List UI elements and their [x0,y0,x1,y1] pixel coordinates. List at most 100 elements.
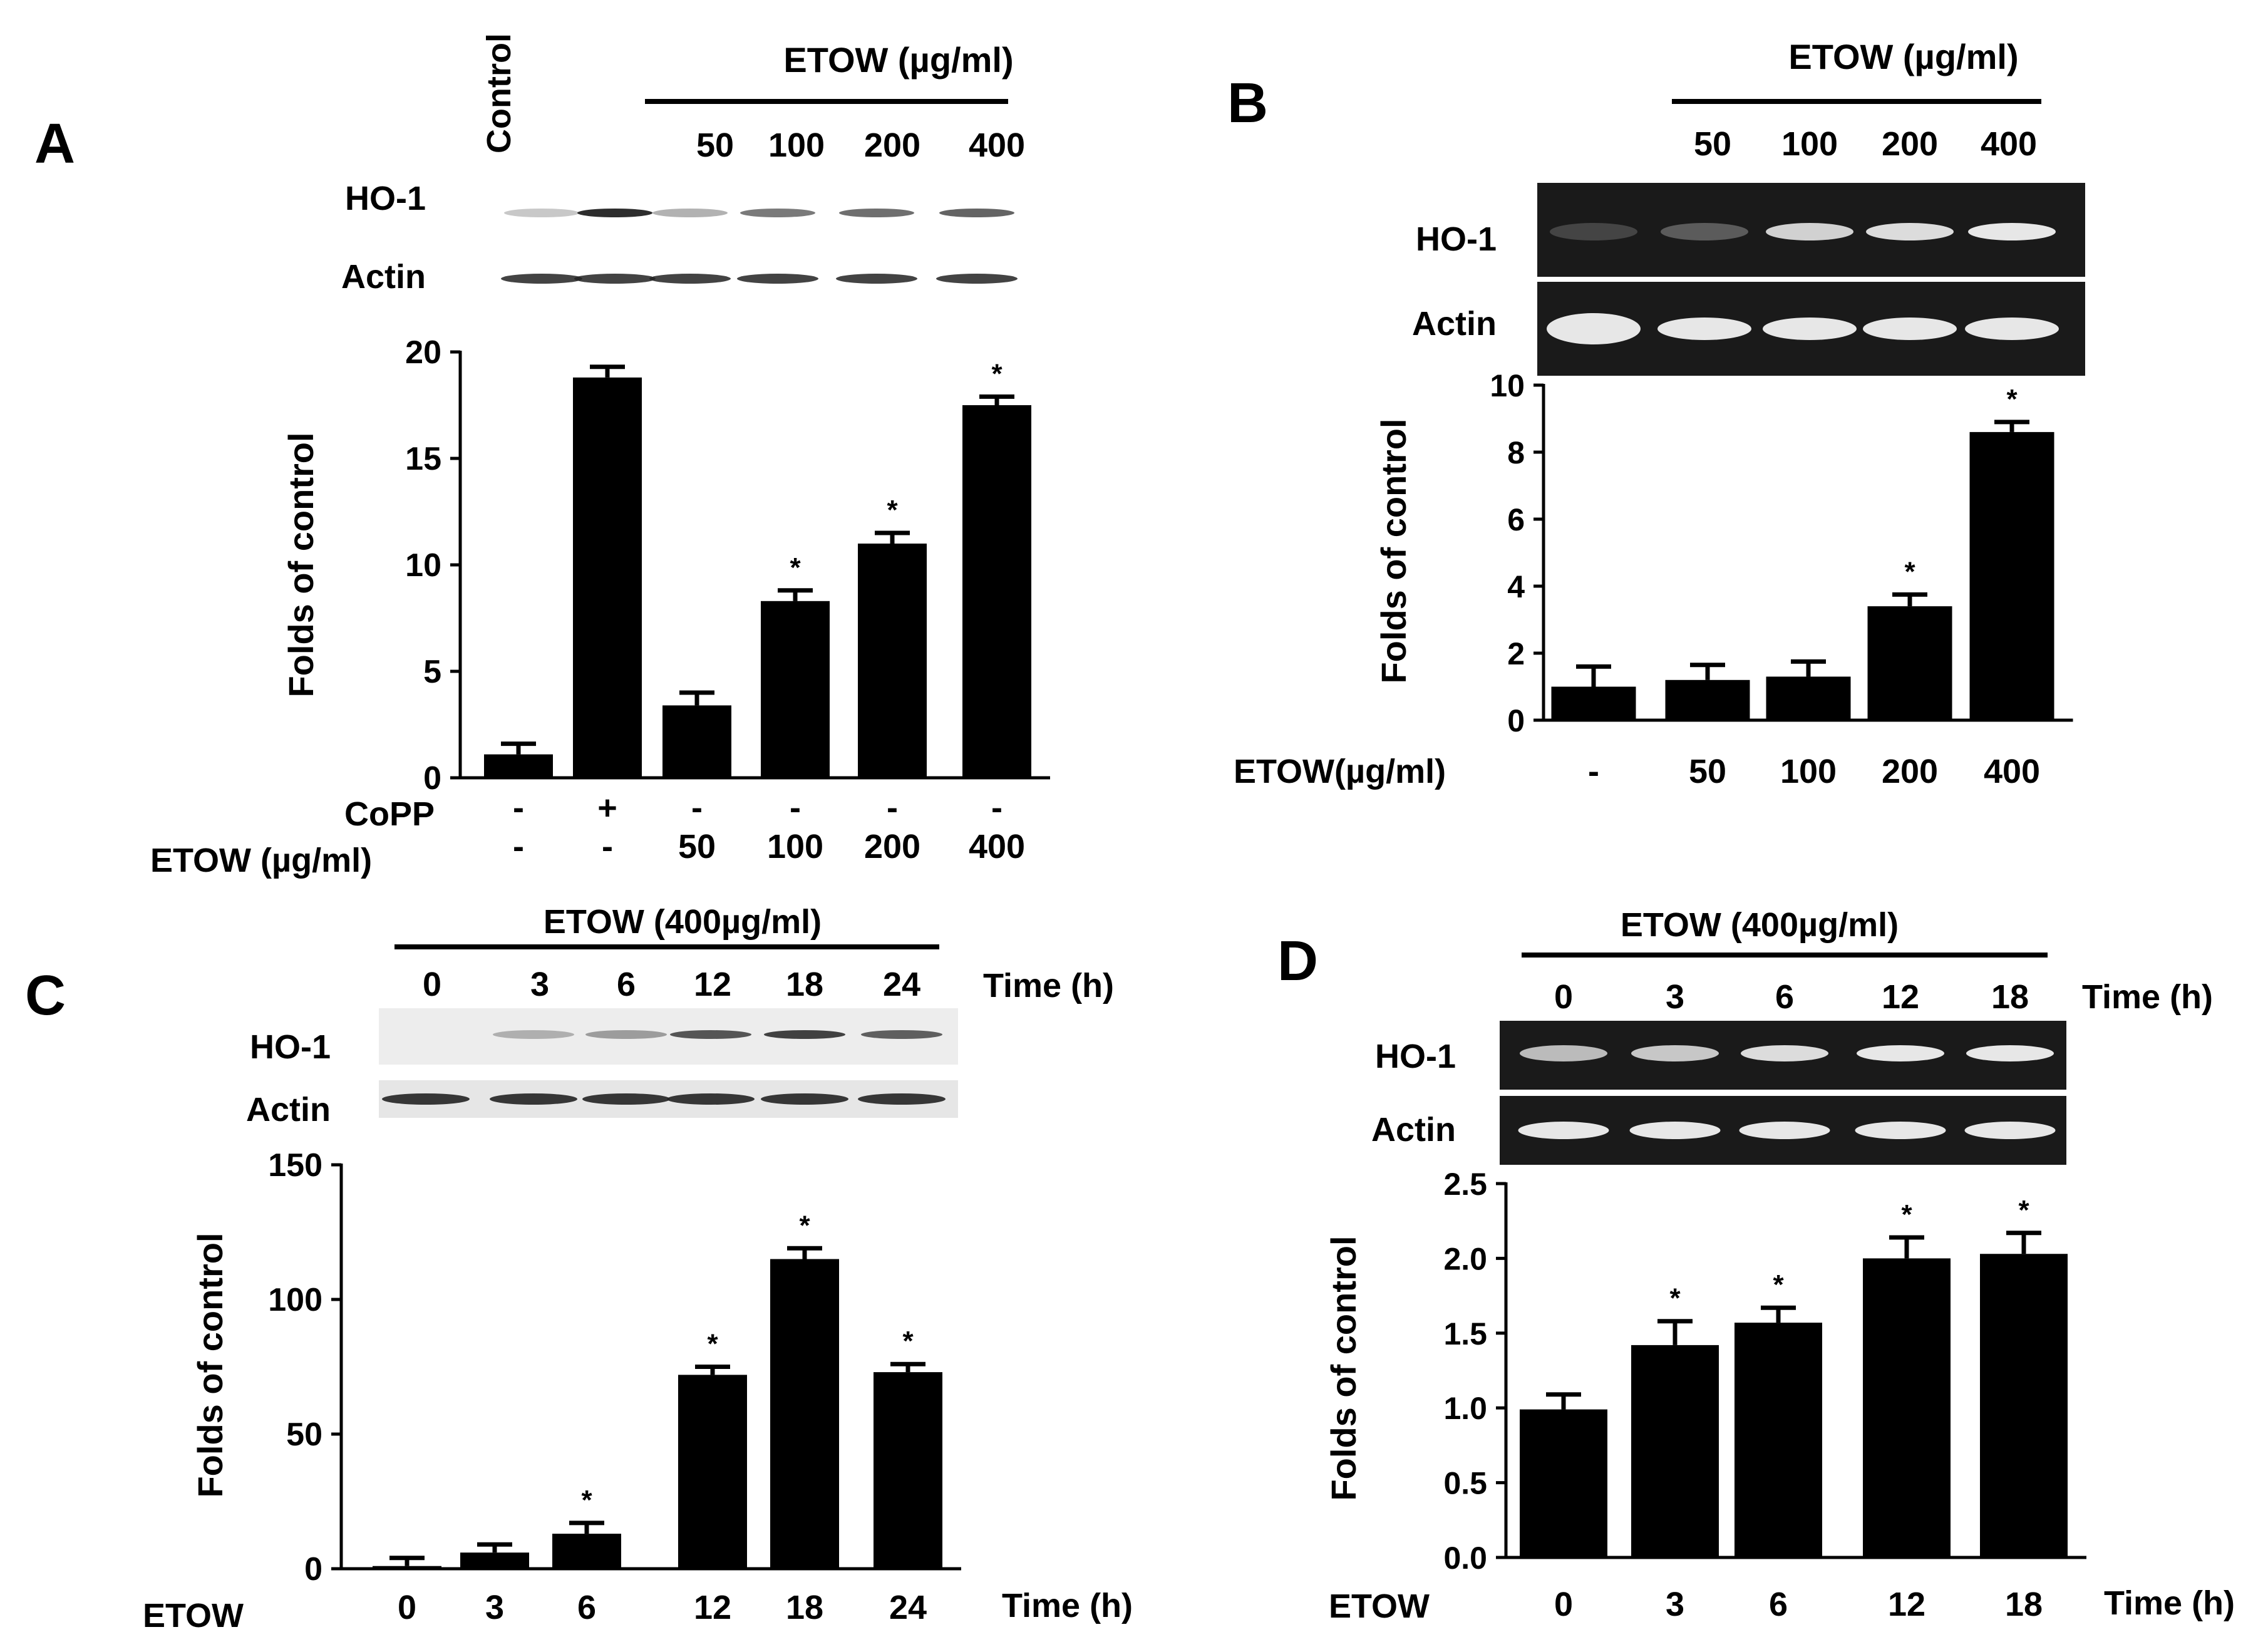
panel-c-x-category-label: 24 [889,1589,927,1626]
panel-b-ho1-band [1968,223,2056,240]
panel-a-copp-value: + [597,789,617,827]
panel-b-y-tick-label: 0 [1507,703,1525,738]
panel-d-y-axis-title: Folds of control [1324,1236,1363,1500]
panel-a-actin-band [936,274,1018,284]
panel-c-time-label: Time (h) [983,967,1114,1004]
panel-c-y-tick-label: 0 [304,1551,322,1588]
panel-c-ho1-band [861,1030,942,1039]
panel-a-copp-value: - [790,789,801,827]
panel-a-bar [662,705,731,778]
panel-c-ho1-label: HO-1 [250,1028,331,1066]
panel-c-x-category-label: 3 [485,1589,504,1626]
panel-a-actin-band [501,274,582,284]
panel-c-significance-mark: * [902,1326,914,1356]
panel-c-actin-band [490,1093,577,1105]
panel-d-blot-time-label: 12 [1882,978,1919,1016]
panel-d-bar [1735,1323,1822,1557]
panel-a-y-axis-title: Folds of control [281,432,321,697]
panel-b-x-category-label: 200 [1882,753,1938,790]
panel-c-bar-chart: 0 50 100 150 Folds of control * * * * 0 3 6 12 18 24 [190,1147,961,1626]
panel-c-significance-mark: * [799,1210,810,1241]
panel-d-bar-chart: 0.0 0.5 1.0 1.5 2.0 2.5 Folds of control * * * * 0 3… [1324,1167,2086,1623]
panel-b-y-tick-label: 10 [1490,368,1525,403]
panel-b-ho1-band [1766,223,1853,240]
panel-b-treatment-label: ETOW (µg/ml) [1788,37,2018,76]
panel-d-ho1-label: HO-1 [1375,1038,1456,1075]
panel-c-letter: C [25,964,66,1027]
panel-a-bar [962,405,1031,778]
panel-c-western-blot: 0 3 6 12 18 24 [379,966,958,1118]
panel-a-significance-mark: * [991,358,1003,389]
panel-c-ho1-band [670,1030,751,1039]
panel-d-significance-mark: * [2018,1195,2029,1226]
panel-a-ho1-band [740,209,815,217]
panel-a-copp-value: - [991,789,1003,827]
panel-b-actin-band [1657,318,1751,340]
panel-c-bar [460,1552,529,1569]
panel-b-bar [1867,606,1952,720]
panel-d-bar [1520,1409,1607,1557]
panel-c-bar [373,1566,441,1569]
panel-b-ho1-label: HO-1 [1416,220,1497,258]
panel-a-control-label: Control [480,33,518,153]
panel-c-bar [874,1372,942,1569]
panel-a-actin-band [649,274,731,284]
panel-c-y-tick-label: 100 [268,1282,322,1318]
panel-a-copp-value: - [513,789,524,827]
panel-d-y-tick-label: 1.0 [1443,1391,1487,1426]
panel-a-y-tick-label: 20 [405,334,441,371]
panel-a-ho1-band [504,209,579,217]
panel-b-y-tick-label: 2 [1507,636,1525,671]
panel-b-actin-band [1965,318,2059,340]
panel-c-x-category-label: 6 [577,1589,596,1626]
panel-a-etow-value: 400 [969,828,1025,865]
panel-d: D ETOW (400µg/ml) Time (h) HO-1 Actin 0 3… [1277,906,2235,1625]
panel-d-x-unit-label: Time (h) [2104,1584,2235,1622]
panel-c-bar [678,1375,747,1569]
panel-c-bar [770,1259,839,1569]
panel-d-ho1-band [1857,1045,1944,1061]
panel-a-y-tick-label: 5 [423,654,441,690]
panel-b-ho1-band [1661,223,1748,240]
panel-d-actin-band [1518,1122,1609,1139]
panel-d-significance-mark: * [1773,1269,1784,1300]
panel-b-dose-label: 50 [1694,125,1731,163]
panel-d-significance-mark: * [1669,1283,1681,1314]
panel-c-blot-time-label: 3 [530,966,549,1003]
panel-a-copp-row-label: CoPP [344,795,435,833]
panel-c-x-category-label: 0 [398,1589,416,1626]
panel-d-y-tick-label: 2.5 [1443,1167,1487,1202]
panel-c-blot-time-label: 0 [423,966,441,1003]
panel-c-y-tick-label: 150 [268,1147,322,1184]
panel-a-significance-mark: * [887,495,898,525]
panel-c-x-unit-label: Time (h) [1002,1587,1133,1624]
panel-a-y-tick-label: 10 [405,547,441,584]
panel-b-significance-mark: * [2006,384,2018,415]
panel-d-blot-time-label: 18 [1991,978,2029,1016]
panel-d-bar [1863,1258,1951,1557]
panel-d-gel: 0 3 6 12 18 [1500,978,2066,1165]
panel-d-x-category-label: 12 [1888,1586,1925,1623]
panel-a-dose-label: 200 [864,127,920,164]
panel-c-ho1-band [585,1030,667,1039]
panel-b-bar [1766,676,1851,720]
panel-a-bar-chart: 0 5 10 15 20 Folds of control * * * CoPP ETOW (µg/… [150,334,1050,879]
panel-c-x-row-label: ETOW [143,1597,244,1634]
panel-d-bar [1980,1254,2068,1557]
panel-b-ho1-band [1866,223,1954,240]
panel-b-significance-mark: * [1904,556,1915,587]
panel-a-actin-band [574,274,656,284]
panel-a-ho1-band [577,209,652,217]
panel-a-actin-band [836,274,917,284]
panel-d-actin-band [1629,1122,1721,1139]
panel-b-x-category-label: 400 [1984,753,2040,790]
panel-b-x-row-label: ETOW(µg/ml) [1234,753,1446,790]
panel-c-actin-band [858,1093,946,1105]
panel-c-ho1-band [764,1030,845,1039]
panel-b-y-tick-label: 6 [1507,502,1525,537]
panel-a-actin-band [737,274,818,284]
panel-b-bar [1551,686,1636,720]
panel-a-bar [484,754,553,778]
panel-d-time-label: Time (h) [2082,978,2213,1016]
